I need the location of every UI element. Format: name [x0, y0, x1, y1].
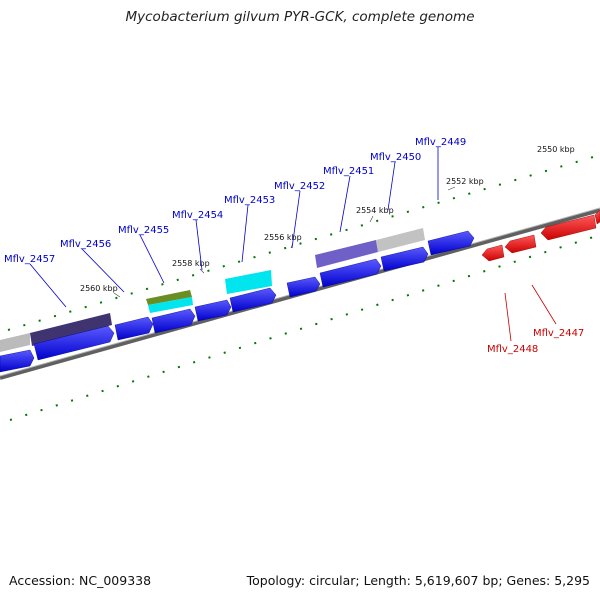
tick-label: 2556 kbp [264, 233, 302, 242]
map-title: Mycobacterium gilvum PYR-GCK, complete g… [125, 9, 475, 25]
gene-forward [114, 316, 154, 341]
gene-label: Mflv_2452 [274, 181, 325, 192]
gene-label: Mflv_2450 [370, 152, 421, 163]
gene-reverse [481, 244, 505, 262]
gene-reverse [594, 209, 600, 225]
feature-purple-light [315, 240, 378, 268]
tick-label: 2550 kbp [537, 145, 575, 154]
gene-reverse [504, 234, 537, 254]
tick-label: 2554 kbp [356, 206, 394, 215]
feature-cyan [225, 270, 272, 294]
tick-labels: 2550 kbp 2552 kbp 2554 kbp 2556 kbp 2558… [80, 145, 575, 293]
feature-olive [146, 290, 192, 305]
gene-forward [380, 246, 429, 272]
gene-forward [33, 325, 115, 361]
gene-forward [286, 276, 321, 298]
gene-label: Mflv_2451 [323, 166, 374, 177]
gene-forward [151, 308, 196, 334]
gene-label: Mflv_2447 [533, 328, 584, 339]
genome-summary: Topology: circular; Length: 5,619,607 bp… [246, 573, 590, 588]
feature-gray [0, 333, 30, 352]
forward-genes [0, 230, 475, 373]
accession-text: Accession: NC_009338 [9, 573, 152, 588]
gene-label: Mflv_2449 [415, 137, 466, 148]
reverse-genes [481, 209, 600, 262]
tick-label: 2560 kbp [80, 284, 118, 293]
feature-cyan-small [148, 297, 193, 313]
tick-label: 2558 kbp [172, 259, 210, 268]
gene-forward [229, 287, 277, 313]
feature-purple [30, 313, 112, 346]
gene-label: Mflv_2453 [224, 195, 275, 206]
tick-label: 2552 kbp [446, 177, 484, 186]
feature-gray-light [376, 228, 425, 252]
forward-gene-labels: Mflv_2449 Mflv_2450 Mflv_2451 Mflv_2452 … [4, 137, 466, 265]
gene-label: Mflv_2448 [487, 344, 538, 355]
gene-forward [0, 349, 35, 373]
gene-reverse [540, 214, 597, 241]
forward-label-lines [29, 147, 439, 308]
gene-forward [194, 299, 232, 322]
gene-label: Mflv_2456 [60, 239, 111, 250]
feature-layer [0, 228, 425, 352]
reverse-gene-labels: Mflv_2447 Mflv_2448 [487, 328, 584, 355]
reverse-label-lines [504, 284, 557, 342]
gene-label: Mflv_2457 [4, 254, 55, 265]
gene-forward [427, 230, 475, 256]
gene-label: Mflv_2455 [118, 225, 169, 236]
gene-label: Mflv_2454 [172, 210, 223, 221]
gene-forward [319, 258, 382, 288]
